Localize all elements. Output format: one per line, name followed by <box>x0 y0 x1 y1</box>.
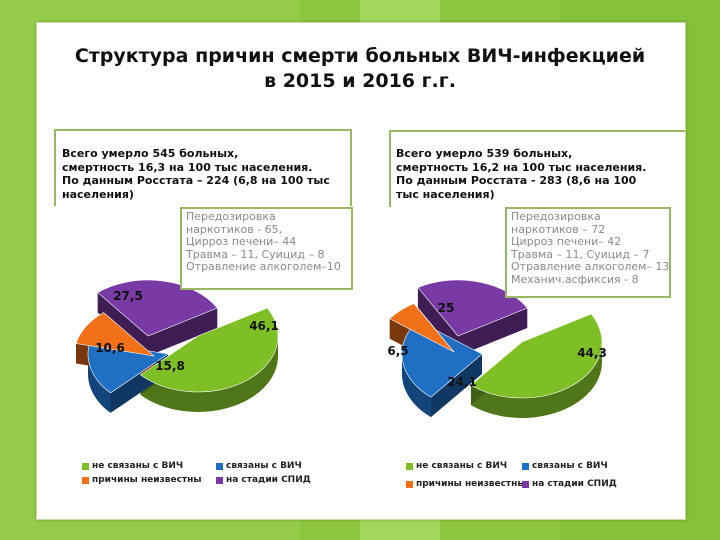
info-line: Всего умерло 545 больных, <box>62 147 239 160</box>
cause-line: наркотиков - 65, <box>186 222 283 236</box>
legend-swatch <box>216 462 223 470</box>
data-label: 10,6 <box>95 341 125 355</box>
pie-slice-edge <box>430 354 482 418</box>
cause-line: Цирроз печени– 42 <box>511 235 622 249</box>
legend-swatch <box>82 462 89 470</box>
slide-title: Структура причин смерти больных ВИЧ-инфе… <box>0 44 720 94</box>
data-label: 27,5 <box>113 289 143 303</box>
cause-line: наркотиков – 72 <box>511 222 606 236</box>
info-line: По данным Росстата - 283 (8,6 на 100 <box>396 174 637 187</box>
legend-swatch <box>216 476 223 484</box>
pie-slice <box>97 279 218 337</box>
cause-line: Передозировка <box>511 210 601 223</box>
data-label: 44,3 <box>577 346 607 360</box>
pie-slice <box>139 307 279 393</box>
legend-item: на стадии СПИД <box>216 475 311 485</box>
pie-slice <box>470 313 603 399</box>
legend-item: не связаны с ВИЧ <box>406 461 507 471</box>
pie-slice <box>417 279 528 337</box>
pie-slice <box>389 303 455 353</box>
cause-line: Механич.асфиксия - 8 <box>511 272 639 286</box>
cause-line: Передозировка <box>186 210 276 223</box>
info-line: Всего умерло 539 больных, <box>396 147 573 160</box>
legend-swatch <box>82 476 89 484</box>
pie-slice-side-path <box>402 354 431 418</box>
data-label: 15,8 <box>155 359 185 373</box>
pie-slice-edge <box>458 308 528 356</box>
title-line: Структура причин смерти больных ВИЧ-инфе… <box>74 45 646 67</box>
legend-label: причины неизвестны <box>92 475 202 485</box>
pie-chart-2015: 46,1 15,8 10,6 27,5 <box>75 279 279 413</box>
pie-chart-2016: 44,3 24,1 6,5 25 <box>387 279 607 418</box>
legend-item: не связаны с ВИЧ <box>82 461 183 471</box>
pie-slice-edge <box>148 308 218 356</box>
legend-label: связаны с ВИЧ <box>226 461 302 471</box>
info-line: смертность 16,3 на 100 тыс населения. <box>62 160 313 174</box>
legend-item: на стадии СПИД <box>522 479 617 489</box>
info-line: По данным Росстата – 224 (6,8 на 100 тыс <box>62 174 330 187</box>
info-line: тыс населения) <box>396 187 495 201</box>
cause-line: Отравление алкоголем–10 <box>186 260 341 274</box>
legend-item: связаны с ВИЧ <box>216 461 302 471</box>
legend-item: причины неизвестны <box>406 479 526 489</box>
legend-label: связаны с ВИЧ <box>532 461 608 471</box>
frame-2015 <box>54 129 352 206</box>
pie-slice-side-path <box>140 336 278 413</box>
pie-slice-side-path <box>88 354 111 413</box>
causes-box-2015: Передозировка наркотиков - 65, Цирроз пе… <box>180 207 353 290</box>
legend-item: связаны с ВИЧ <box>522 461 608 471</box>
legend-label: не связаны с ВИЧ <box>92 461 184 471</box>
cause-line: Цирроз печени– 44 <box>186 235 297 249</box>
data-label: 46,1 <box>249 319 279 333</box>
title-line: в 2015 и 2016 г.г. <box>264 70 456 92</box>
legend-label: не связаны с ВИЧ <box>416 461 508 471</box>
info-2015: Всего умерло 545 больных, смертность 16,… <box>62 147 330 201</box>
legend-label: на стадии СПИД <box>226 475 311 485</box>
cause-line: Травма – 11, Суицид – 8 <box>186 247 325 261</box>
legend-swatch <box>406 480 413 488</box>
legend-item: причины неизвестны <box>82 475 202 485</box>
pie-slice-side-path <box>470 342 602 418</box>
pie-slice <box>75 312 155 357</box>
data-label: 25 <box>438 301 455 315</box>
legend-label: на стадии СПИД <box>532 479 617 489</box>
info-2016: Всего умерло 539 больных, смертность 16,… <box>396 147 646 201</box>
causes-box-2016: Передозировка наркотиков – 72 Цирроз печ… <box>505 207 671 298</box>
legend-swatch <box>522 462 529 470</box>
legend-swatch <box>522 480 529 488</box>
cause-line: Травма – 11, Суицид – 7 <box>511 247 650 261</box>
data-label: 6,5 <box>387 344 408 358</box>
data-label: 24,1 <box>447 375 477 389</box>
cause-line: Отравление алкоголем– 13 <box>511 260 670 274</box>
info-line: населения) <box>62 187 134 201</box>
legend-label: причины неизвестны <box>416 479 526 489</box>
frame-2016 <box>389 130 685 207</box>
legend-swatch <box>406 462 413 470</box>
info-line: смертность 16,2 на 100 тыс населения. <box>396 160 647 174</box>
